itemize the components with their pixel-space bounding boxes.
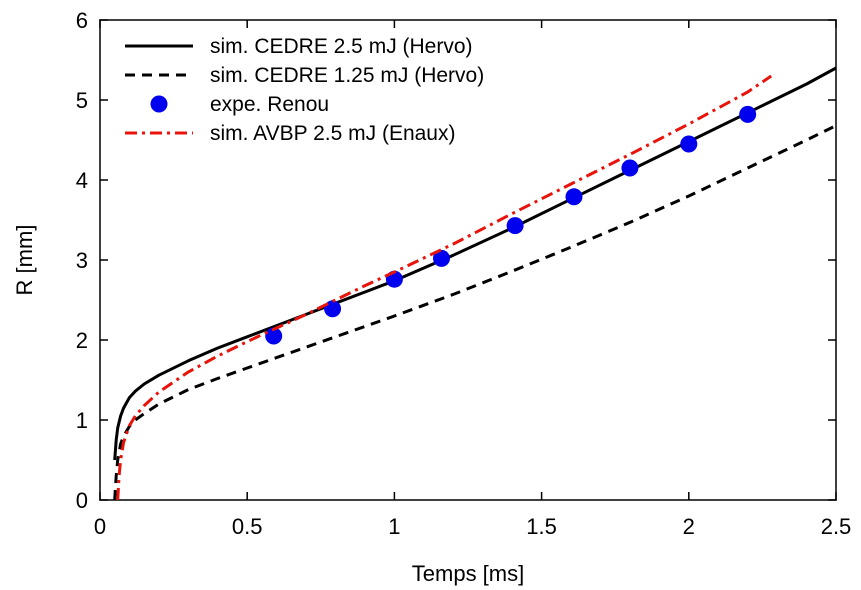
y-tick-label: 3 [76, 248, 88, 273]
y-tick-label: 0 [76, 488, 88, 513]
plot-frame [99, 19, 837, 501]
data-point-expe-renou [680, 135, 698, 153]
data-point-expe-renou [433, 249, 451, 267]
legend-marker-points [150, 95, 168, 113]
x-axis-title: Temps [ms] [412, 561, 524, 586]
data-point-expe-renou [565, 188, 583, 206]
legend: sim. CEDRE 2.5 mJ (Hervo) sim. CEDRE 1.25… [125, 35, 484, 145]
series-line-4 [116, 74, 773, 501]
x-tick-label: 2 [683, 514, 695, 539]
legend-label: expe. Renou [210, 93, 329, 116]
y-tick-label: 1 [76, 408, 88, 433]
y-tick-label: 5 [76, 88, 88, 113]
x-tick-label: 1.5 [526, 514, 557, 539]
legend-label: sim. AVBP 2.5 mJ (Enaux) [210, 122, 455, 145]
legend-label: sim. CEDRE 1.25 mJ (Hervo) [210, 64, 484, 87]
legend-label: sim. CEDRE 2.5 mJ (Hervo) [210, 35, 473, 58]
y-tick-label: 2 [76, 328, 88, 353]
data-point-expe-renou [739, 105, 757, 123]
data-point-expe-renou [506, 217, 524, 235]
x-tick-label: 0 [94, 514, 106, 539]
data-point-expe-renou [265, 327, 283, 345]
axis-ticks: 0 0.5 1 1.5 2 2.5 0 1 2 3 4 5 6 [76, 8, 852, 539]
x-tick-label: 0.5 [232, 514, 263, 539]
y-tick-label: 4 [76, 168, 88, 193]
x-tick-label: 2.5 [821, 514, 852, 539]
y-tick-label: 6 [76, 8, 88, 33]
x-tick-label: 1 [388, 514, 400, 539]
series-line-2 [113, 124, 837, 501]
y-axis-title: R [mm] [12, 225, 37, 296]
series-layer [113, 66, 837, 501]
data-point-expe-renou [621, 159, 639, 177]
